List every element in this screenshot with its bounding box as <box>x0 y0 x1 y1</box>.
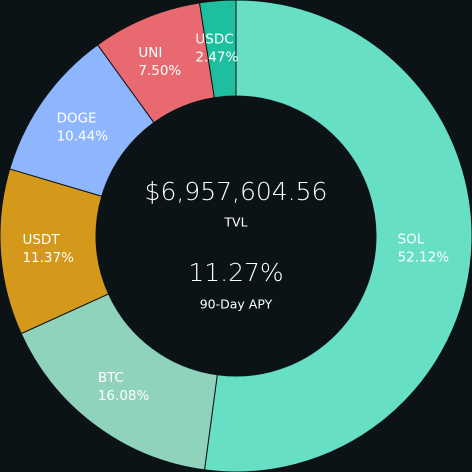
slice-value: 11.37% <box>22 250 74 266</box>
slice <box>198 0 237 99</box>
apy-value: 11.27% <box>188 258 283 287</box>
slice-name: USDC <box>195 32 233 48</box>
slice-name: BTC <box>98 370 124 386</box>
slice-value: 16.08% <box>98 388 150 404</box>
slice-name: UNI <box>138 45 162 61</box>
slice-name: SOL <box>398 232 425 248</box>
tvl-label: TVL <box>223 215 247 230</box>
slice <box>203 0 472 472</box>
slice-value: 10.44% <box>57 128 109 144</box>
slice-name: USDT <box>22 232 60 248</box>
labels: SOL 52.12% BTC 16.08% USDT 11.37% DOGE 10.44% UN… <box>22 32 449 404</box>
tvl-value: $6,957,604.56 <box>145 177 328 206</box>
slice-value: 7.50% <box>138 63 181 79</box>
slice-name: DOGE <box>57 110 97 126</box>
apy-label: 90-Day APY <box>200 297 273 312</box>
slice-value: 52.12% <box>398 250 450 266</box>
slice-value: 2.47% <box>195 50 238 66</box>
